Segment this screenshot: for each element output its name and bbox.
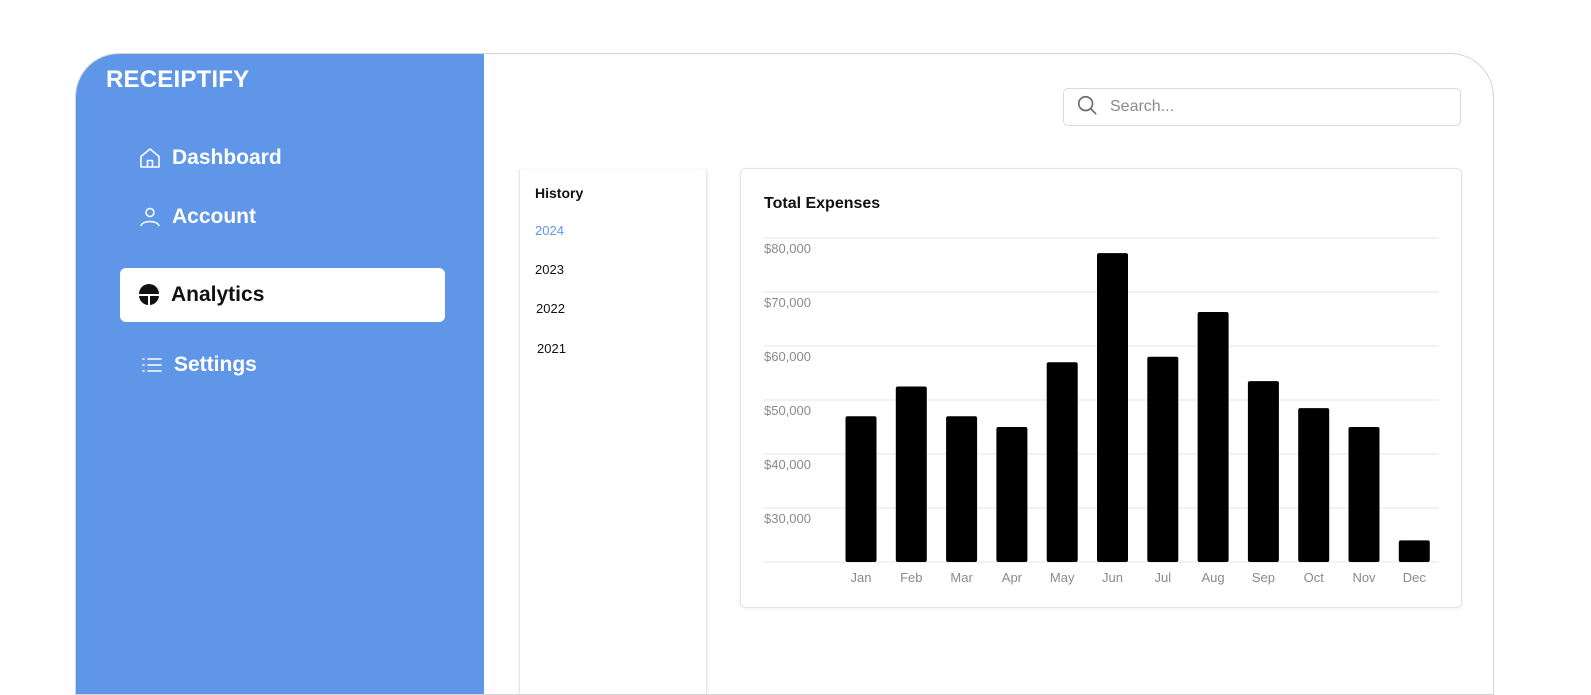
- sidebar-item-dashboard[interactable]: Dashboard: [138, 146, 282, 170]
- home-icon: [138, 146, 162, 170]
- y-tick-label: $80,000: [764, 241, 811, 256]
- list-icon: [140, 353, 164, 377]
- history-panel: History 2024 2023 2022 2021: [519, 170, 707, 694]
- bar-dec[interactable]: [1398, 540, 1430, 562]
- sidebar-item-label: Settings: [174, 353, 257, 376]
- sidebar-item-analytics[interactable]: Analytics: [120, 268, 445, 322]
- search-input[interactable]: [1108, 97, 1432, 117]
- bar-nov[interactable]: [1348, 427, 1380, 562]
- x-tick-label: Jan: [851, 570, 872, 585]
- sidebar-item-label: Dashboard: [172, 146, 282, 169]
- sidebar: RECEIPTIFY Dashboard Account: [76, 54, 484, 694]
- bar-chart: $80,000 $70,000 $60,000 $50,000 $40,000 $30,0…: [764, 237, 1439, 585]
- bar-apr[interactable]: [996, 427, 1028, 562]
- history-title: History: [535, 185, 584, 201]
- bar-aug[interactable]: [1197, 311, 1229, 562]
- app-window: RECEIPTIFY Dashboard Account: [75, 53, 1494, 695]
- x-tick-label: Oct: [1304, 570, 1325, 585]
- chart-title: Total Expenses: [764, 195, 881, 212]
- y-tick-label: $30,000: [764, 511, 811, 526]
- analytics-icon: [137, 283, 161, 307]
- x-tick-label: Feb: [900, 570, 922, 585]
- bar-may[interactable]: [1046, 362, 1078, 562]
- y-tick-label: $70,000: [764, 295, 811, 310]
- x-tick-label: Apr: [1002, 570, 1023, 585]
- bar-mar[interactable]: [946, 416, 978, 562]
- year-item-2021[interactable]: 2021: [537, 341, 566, 356]
- year-item-2024[interactable]: 2024: [535, 223, 564, 238]
- x-tick-label: May: [1050, 570, 1075, 585]
- x-tick-label: Sep: [1252, 570, 1275, 585]
- x-tick-label: Jun: [1102, 570, 1123, 585]
- bar-oct[interactable]: [1298, 408, 1330, 562]
- brand-logo: RECEIPTIFY: [106, 66, 250, 93]
- x-tick-label: Dec: [1403, 570, 1427, 585]
- bar-jan[interactable]: [845, 416, 877, 562]
- x-tick-label: Mar: [950, 570, 973, 585]
- bar-feb[interactable]: [895, 386, 927, 563]
- x-tick-label: Jul: [1154, 570, 1171, 585]
- year-item-2022[interactable]: 2022: [536, 301, 565, 316]
- user-icon: [138, 205, 162, 229]
- sidebar-item-account[interactable]: Account: [138, 205, 256, 229]
- y-tick-label: $40,000: [764, 457, 811, 472]
- bar-sep[interactable]: [1247, 381, 1279, 562]
- search-box[interactable]: [1063, 88, 1461, 126]
- sidebar-item-label: Analytics: [171, 283, 265, 306]
- bar-jul[interactable]: [1147, 356, 1179, 562]
- search-icon: [1076, 94, 1098, 121]
- y-tick-label: $60,000: [764, 349, 811, 364]
- x-tick-label: Nov: [1352, 570, 1376, 585]
- sidebar-item-settings[interactable]: Settings: [140, 353, 257, 377]
- year-item-2023[interactable]: 2023: [535, 262, 564, 277]
- sidebar-item-label: Account: [172, 205, 256, 228]
- x-tick-label: Aug: [1202, 570, 1225, 585]
- chart-card: Total Expenses $80,000 $70,000 $60,000 $50,…: [740, 168, 1462, 608]
- bar-jun[interactable]: [1097, 253, 1128, 562]
- y-tick-label: $50,000: [764, 403, 811, 418]
